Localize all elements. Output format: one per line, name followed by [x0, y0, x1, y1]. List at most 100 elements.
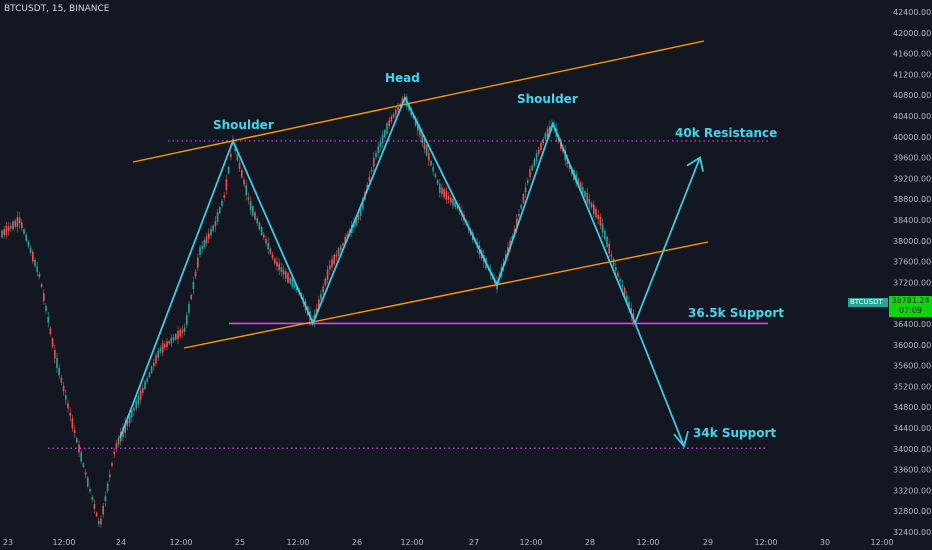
candle-body: [98, 521, 100, 524]
candle-body: [366, 184, 368, 190]
candle-body: [608, 243, 610, 254]
candle-body: [155, 355, 157, 364]
candle-body: [131, 410, 133, 418]
candle-body: [619, 279, 621, 282]
candle-body: [161, 343, 164, 353]
candle-body: [201, 245, 203, 249]
candle-body: [337, 248, 340, 256]
candle-body: [78, 444, 80, 453]
candle-body: [203, 239, 206, 248]
candle-body: [179, 329, 181, 337]
candle-body: [324, 278, 327, 286]
candle-body: [577, 178, 580, 187]
candle-body: [183, 327, 186, 332]
candle-body: [117, 438, 120, 445]
candle-body: [208, 233, 210, 239]
candle-body: [249, 201, 252, 211]
candle-body: [56, 358, 58, 368]
candle-body: [258, 222, 261, 230]
y-tick-label: 33600.00: [893, 466, 931, 475]
candle-body: [43, 293, 45, 301]
candle-body: [586, 192, 588, 203]
candle-body: [12, 221, 14, 230]
resistance-label: 40k Resistance: [675, 126, 777, 140]
candle-body: [91, 497, 93, 500]
time-axis[interactable]: 23 12:00 24 12:00 25 12:00 26 12:00 27 12:00 28 12:…: [3, 538, 894, 547]
candle-body: [276, 261, 278, 267]
candle-body: [181, 329, 184, 334]
candle-body: [49, 328, 52, 335]
candle-body: [36, 266, 38, 272]
candle-body: [368, 176, 371, 182]
candle-body: [80, 452, 82, 462]
candle-body: [100, 518, 102, 525]
candle-body: [38, 273, 41, 278]
candle-body: [617, 272, 619, 277]
candle-body: [254, 212, 256, 220]
candle-body: [621, 284, 624, 288]
y-tick-label: 41200.00: [893, 70, 931, 79]
candle-body: [291, 279, 294, 288]
candle-body: [546, 128, 549, 137]
candle-body: [529, 169, 531, 177]
candle-body: [51, 338, 54, 347]
candle-body: [159, 347, 162, 352]
candle-body: [599, 216, 602, 226]
x-tick-label: 12:00: [754, 538, 777, 547]
candle-body: [414, 117, 417, 126]
y-tick-label: 34000.00: [893, 445, 931, 454]
candle-body: [194, 271, 197, 277]
y-tick-label: 40800.00: [893, 91, 931, 100]
candle-body: [388, 120, 390, 127]
last-price-tag: 36781.24 07:09: [889, 296, 932, 317]
candle-body: [436, 180, 439, 184]
y-tick-label: 37200.00: [893, 278, 931, 287]
candle-body: [390, 116, 393, 122]
candle-body: [47, 316, 49, 323]
candle-body: [135, 400, 137, 409]
candle-body: [1, 230, 3, 238]
candle-body: [236, 154, 239, 161]
y-tick-label: 38400.00: [893, 216, 931, 225]
candle-body: [590, 203, 593, 208]
x-tick-label: 24: [116, 538, 126, 547]
candle-body: [342, 243, 344, 246]
x-tick-label: 12:00: [870, 538, 893, 547]
candle-body: [287, 273, 289, 283]
candle-body: [610, 254, 613, 257]
candle-body: [329, 265, 331, 270]
candle-body: [615, 266, 617, 271]
candle-body: [533, 159, 536, 166]
candle-body: [628, 301, 630, 309]
candle-body: [34, 259, 36, 266]
candle-body: [21, 222, 23, 228]
candle-body: [27, 241, 30, 247]
candle-body: [89, 489, 91, 492]
support-mid-label: 36.5k Support: [688, 306, 784, 320]
y-tick-label: 34800.00: [893, 403, 931, 412]
y-tick-label: 37600.00: [893, 258, 931, 267]
candle-body: [419, 127, 421, 136]
candle-body: [87, 477, 89, 487]
candle-body: [315, 308, 318, 314]
candle-body: [212, 225, 214, 231]
x-tick-label: 12:00: [52, 538, 75, 547]
candle-body: [170, 337, 173, 344]
candle-body: [267, 242, 269, 250]
candle-body: [71, 418, 74, 428]
candle-body: [76, 437, 78, 443]
candle-body: [241, 170, 243, 178]
candle-body: [527, 180, 529, 184]
drawings: [48, 40, 768, 449]
candle-body: [595, 208, 597, 218]
last-price: 36781.24: [891, 296, 930, 305]
candle-body: [18, 217, 21, 224]
candle-body: [386, 123, 388, 134]
candle-body: [544, 133, 547, 140]
y-tick-label: 38800.00: [893, 195, 931, 204]
candle-body: [397, 107, 399, 111]
candle-body: [210, 228, 212, 236]
price-axis[interactable]: 42400.00 42000.00 41600.00 41200.00 40800.00…: [893, 8, 931, 537]
candle-body: [520, 204, 522, 209]
